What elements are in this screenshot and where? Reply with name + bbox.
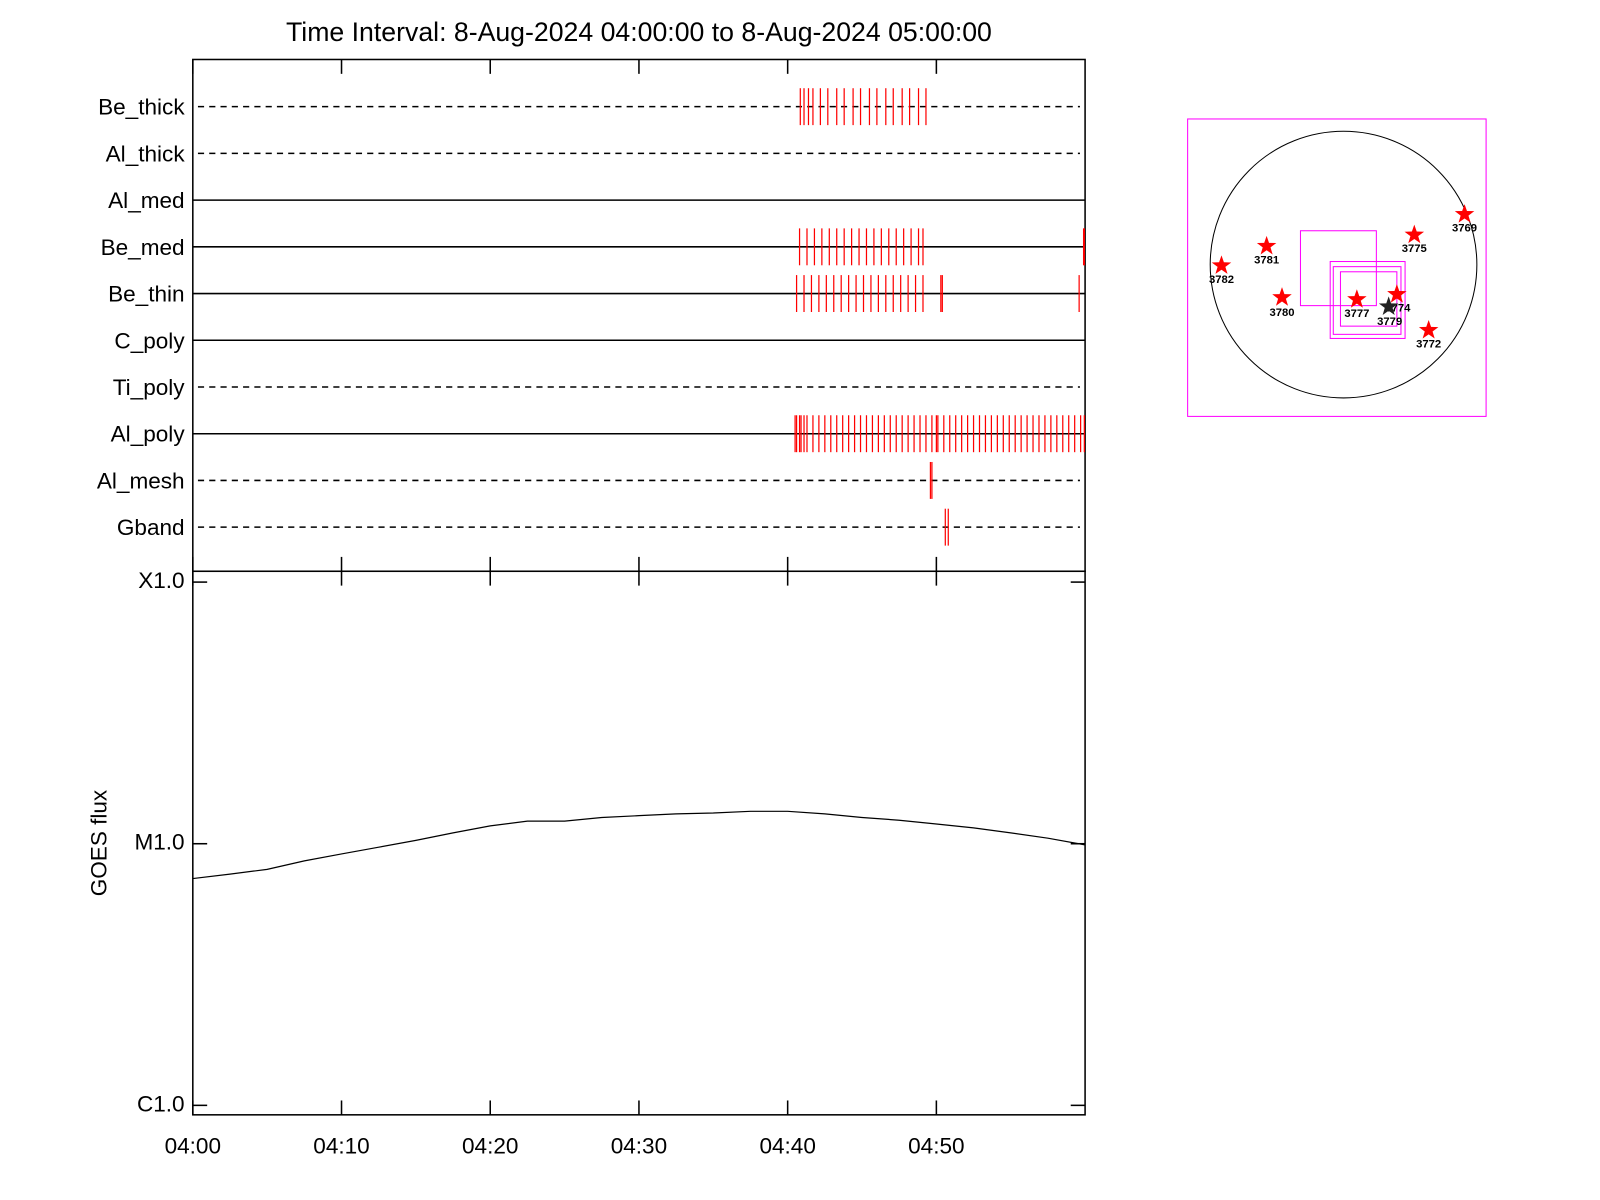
fov-box [1299,230,1377,307]
top-frame [192,58,1086,573]
map-frame [1187,118,1487,417]
region-label: 3779 [1377,316,1402,328]
region-star [1454,204,1475,223]
y-tick-label: X1.0 [138,568,184,593]
bottom-frame [192,570,1086,1116]
row-label: Gband [117,515,185,540]
x-tick-label: 04:10 [313,1134,369,1159]
row-label: Be_thin [108,282,184,307]
fov-box [1329,261,1406,339]
region-label: 3782 [1209,274,1234,286]
row-label: Al_med [108,188,184,213]
region-star [1256,235,1277,255]
row-label: Ti_poly [113,375,186,400]
region-star [1211,255,1232,274]
row-label: Al_mesh [97,468,185,493]
region-label: 3780 [1269,307,1294,319]
y-tick-label: M1.0 [134,830,184,855]
row-label: C_poly [114,328,185,353]
row-label: Al_thick [106,141,186,166]
x-tick-label: 04:20 [462,1134,518,1159]
region-label: 3781 [1254,254,1279,266]
x-tick-label: 04:00 [165,1134,221,1159]
region-label: 3777 [1344,308,1369,320]
x-tick-label: 04:50 [908,1134,964,1159]
row-label: Be_med [101,235,185,260]
row-label: Al_poly [111,422,186,447]
flux-line [192,810,1086,880]
x-tick-label: 04:40 [759,1134,815,1159]
chart-title: Time Interval: 8-Aug-2024 04:00:00 to 8-… [286,17,992,47]
y-tick-label: C1.0 [137,1091,185,1116]
fov-box [1339,271,1398,327]
region-star [1272,287,1292,306]
region-label: 3772 [1416,339,1441,351]
x-tick-label: 04:30 [611,1134,667,1159]
solar-disk [1209,130,1478,399]
y-axis-label: GOES flux [86,789,111,896]
region-label: 3769 [1452,223,1477,235]
region-star [1404,224,1425,244]
region-label: 3775 [1402,243,1427,255]
region-star [1418,319,1439,339]
sun-map: 3769 3775 3781 3782 3780 3777 3774 3779 … [1187,118,1487,417]
root: Time Interval: 8-Aug-2024 04:00:00 to 8-… [86,17,1487,1159]
region-star [1347,289,1367,308]
row-label: Be_thick [98,95,185,120]
